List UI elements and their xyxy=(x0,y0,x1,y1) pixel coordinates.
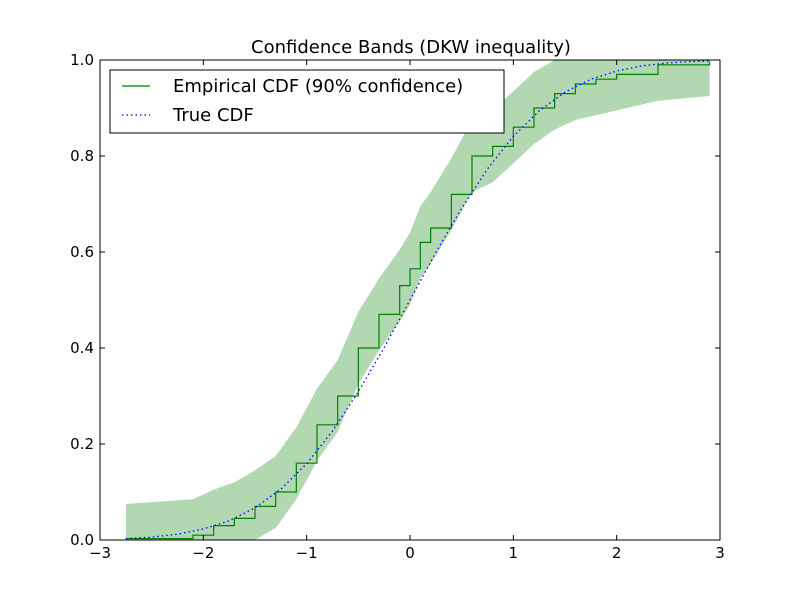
y-tick-label: 0.8 xyxy=(70,147,94,165)
legend-box xyxy=(109,69,505,134)
y-tick-label: 0.0 xyxy=(70,531,94,549)
x-tick-label: −1 xyxy=(296,544,318,562)
x-tick-label: 0 xyxy=(405,544,415,562)
x-tick-label: 3 xyxy=(715,544,725,562)
plot-area: −3 −2 −1 0 1 2 3 0.0 0.2 0.4 0.6 0.8 1.0 xyxy=(70,51,725,562)
y-tick-label: 0.2 xyxy=(70,435,94,453)
y-tick-label: 1.0 xyxy=(70,51,94,69)
x-tick-label: 1 xyxy=(509,544,519,562)
x-tick-label: 2 xyxy=(612,544,622,562)
y-tick-label: 0.6 xyxy=(70,243,94,261)
legend-label: Empirical CDF (90% confidence) xyxy=(173,76,463,97)
true-cdf-line xyxy=(125,60,710,540)
chart-title: Confidence Bands (DKW inequality) xyxy=(251,37,571,58)
x-tick-label: −2 xyxy=(192,544,214,562)
legend: Empirical CDF (90% confidence) True CDF xyxy=(109,69,505,134)
legend-label: True CDF xyxy=(172,105,254,126)
empirical-cdf-line xyxy=(125,61,711,540)
x-tick-label: −3 xyxy=(89,544,111,562)
y-tick-label: 0.4 xyxy=(70,339,94,357)
